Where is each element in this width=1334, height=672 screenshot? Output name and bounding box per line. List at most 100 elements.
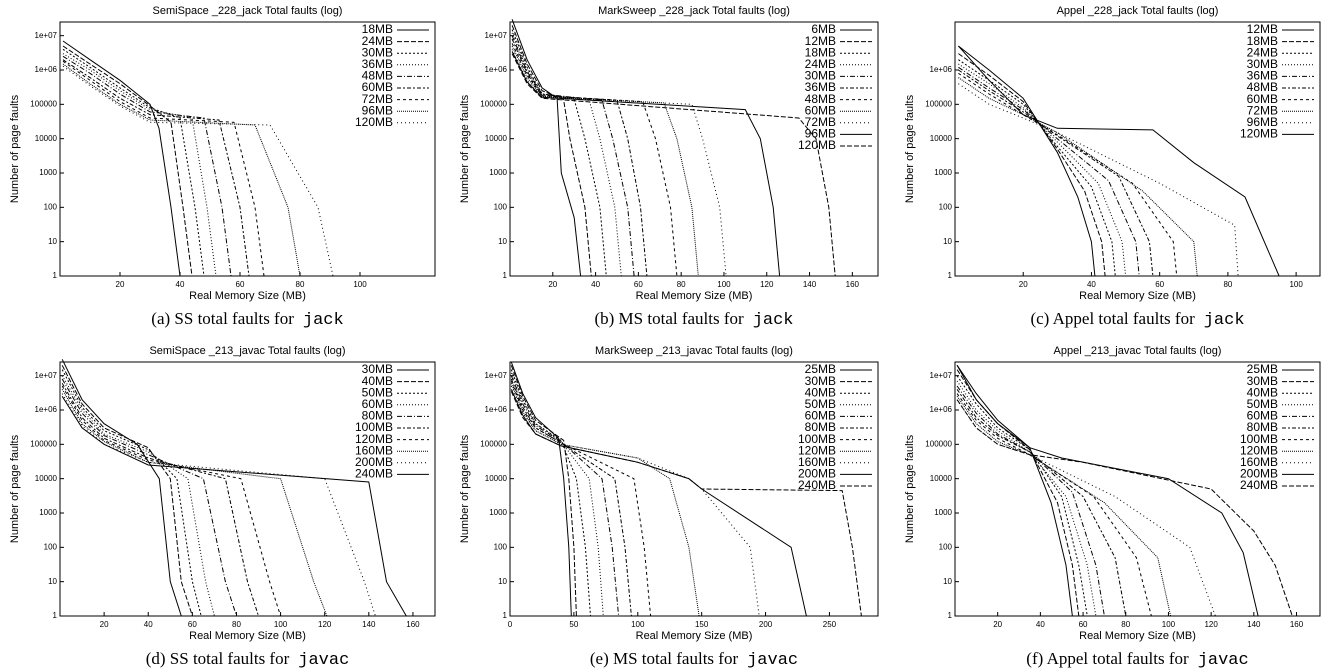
series-line [62, 45, 193, 277]
y-tick-label: 1 [948, 611, 953, 620]
legend-label: 40MB [362, 374, 393, 388]
legend-label: 40MB [1247, 385, 1278, 399]
x-tick-label: 60 [634, 280, 643, 289]
legend-label: 60MB [362, 80, 393, 94]
caption: (a) SS total faults for jack [151, 309, 343, 331]
y-tick-label: 1e+07 [35, 371, 58, 380]
legend-label: 72MB [362, 92, 393, 106]
caption-text: (a) SS total faults for [151, 309, 294, 328]
caption: (f) Appel total faults for javac [1026, 649, 1248, 671]
x-tick-label: 140 [803, 280, 817, 289]
legend-label: 120MB [798, 138, 836, 152]
x-tick-label: 60 [236, 280, 245, 289]
y-tick-label: 1000 [39, 508, 57, 517]
x-tick-label: 160 [1290, 620, 1304, 629]
x-tick-label: 60 [1079, 620, 1088, 629]
legend-label: 24MB [1247, 45, 1278, 59]
chart-title: MarkSweep _228_jack Total faults (log) [598, 5, 790, 17]
y-tick-label: 100 [494, 542, 508, 551]
legend-label: 25MB [805, 362, 836, 376]
panel: Appel _228_jack Total faults (log) 1 10 100… [904, 5, 1321, 330]
series-line [510, 375, 620, 617]
y-tick-label: 1e+07 [930, 371, 953, 380]
plot-frame [509, 361, 879, 617]
y-tick-label: 1e+06 [35, 65, 58, 74]
caption: (b) MS total faults for jack [594, 309, 793, 331]
chart-title: Appel _213_javac Total faults (log) [1054, 345, 1222, 357]
y-tick-label: 1e+06 [930, 405, 953, 414]
series-line [510, 372, 604, 617]
legend-label: 100MB [355, 420, 393, 434]
legend-label: 80MB [1247, 420, 1278, 434]
legend-label: 80MB [805, 420, 836, 434]
x-tick-label: 150 [695, 620, 709, 629]
x-axis-label: Real Memory Size (MB) [1079, 630, 1196, 642]
series-line [510, 369, 591, 617]
legend-label: 30MB [362, 362, 393, 376]
y-axis-label: Number of page faults [459, 94, 471, 203]
y-axis-label: Number of page faults [904, 434, 916, 543]
legend-label: 30MB [362, 45, 393, 59]
series-line [510, 383, 700, 617]
series-line [510, 378, 632, 617]
legend-label: 60MB [805, 409, 836, 423]
series-line [511, 25, 592, 277]
series-line [511, 53, 836, 277]
legend-label: 25MB [1247, 362, 1278, 376]
legend-label: 18MB [805, 45, 836, 59]
y-tick-label: 100 [44, 542, 58, 551]
panel: Appel _213_javac Total faults (log) 1 10 10… [904, 345, 1321, 671]
series-line [62, 65, 334, 277]
legend-label: 200MB [1240, 467, 1278, 481]
series-line [510, 389, 807, 617]
series-line [956, 385, 1105, 617]
y-tick-label: 1 [53, 611, 58, 620]
legend-label: 60MB [805, 103, 836, 117]
legend-label: 200MB [798, 467, 836, 481]
legend-label: 50MB [1247, 397, 1278, 411]
y-axis-label: Number of page faults [459, 434, 471, 543]
x-tick-label: 100 [353, 280, 367, 289]
y-tick-label: 1e+06 [485, 65, 508, 74]
series-line [956, 365, 1073, 617]
x-tick-label: 80 [1223, 280, 1232, 289]
legend-label: 18MB [1247, 34, 1278, 48]
legend-label: 96MB [805, 127, 836, 141]
x-tick-label: 100 [1289, 280, 1303, 289]
legend-label: 48MB [805, 92, 836, 106]
x-tick-label: 60 [1155, 280, 1164, 289]
chart-title: SemiSpace _228_jack Total faults (log) [153, 5, 343, 17]
series-line [958, 69, 1154, 277]
panel: MarkSweep _213_javac Total faults (log) 1… [459, 345, 879, 670]
series-line [61, 375, 215, 617]
legend-label: 160MB [355, 443, 393, 457]
y-tick-label: 10 [48, 577, 57, 586]
caption-code: javac [298, 651, 349, 670]
x-axis-label: Real Memory Size (MB) [189, 290, 306, 302]
y-axis-label: Number of page faults [9, 434, 21, 543]
series-line [956, 375, 1088, 617]
caption-text: (d) SS total faults for [146, 649, 290, 668]
x-tick-label: 0 [508, 620, 513, 629]
legend-label: 50MB [805, 397, 836, 411]
y-tick-label: 100 [939, 542, 953, 551]
series-line [958, 45, 1280, 277]
x-axis-label: Real Memory Size (MB) [189, 630, 306, 642]
series-line [958, 53, 1106, 277]
x-tick-label: 40 [1087, 280, 1096, 289]
chart-title: Appel _228_jack Total faults (log) [1057, 5, 1219, 17]
series-line [61, 369, 202, 617]
x-tick-label: 20 [548, 280, 557, 289]
chart-title: MarkSweep _213_javac Total faults (log) [595, 345, 793, 357]
series-line [62, 59, 250, 277]
y-tick-label: 10000 [35, 474, 58, 483]
caption-text: (b) MS total faults for [594, 309, 744, 328]
legend-label: 96MB [362, 103, 393, 117]
y-tick-label: 1000 [489, 168, 507, 177]
y-tick-label: 100000 [925, 99, 952, 108]
x-tick-label: 20 [993, 620, 1002, 629]
y-tick-label: 100000 [30, 99, 57, 108]
y-tick-label: 1e+07 [35, 31, 58, 40]
x-tick-label: 80 [296, 280, 305, 289]
series-line [956, 369, 1080, 617]
